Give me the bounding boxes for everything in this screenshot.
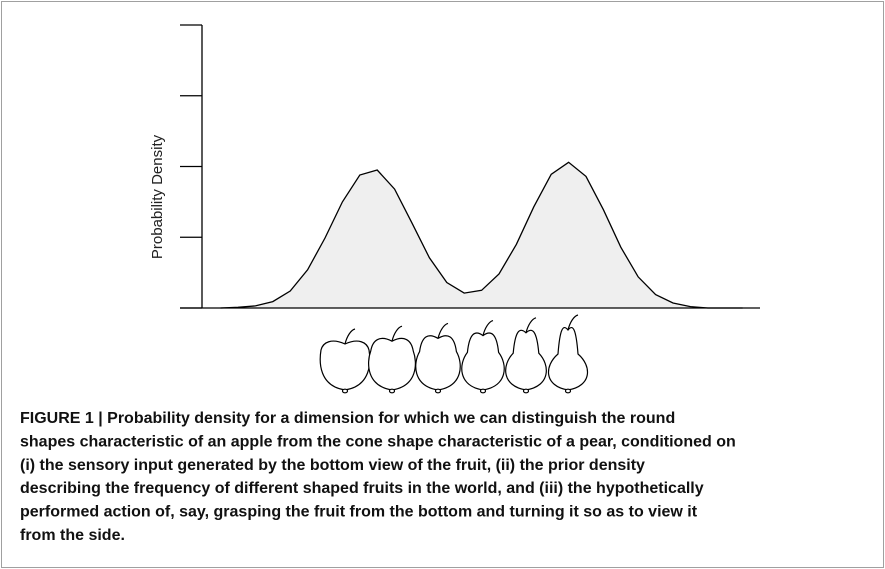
fruit-base <box>436 389 441 393</box>
fruit-base <box>566 389 571 393</box>
caption-line: FIGURE 1 | Probability density for a dim… <box>20 410 675 427</box>
fruit-outline <box>416 336 461 390</box>
fruit-base <box>390 389 395 393</box>
caption-line: (i) the sensory input generated by the b… <box>20 457 645 474</box>
caption-line: describing the frequency of different sh… <box>20 480 704 497</box>
caption-line: performed action of, say, grasping the f… <box>20 504 698 521</box>
fruit-base <box>481 389 486 393</box>
fruit-base <box>524 389 529 393</box>
fruit-base <box>343 389 348 393</box>
caption-line: from the side. <box>20 527 125 544</box>
caption-line: shapes characteristic of an apple from t… <box>20 433 736 450</box>
figure: Probability Density FIGURE 1 | Probabili… <box>0 0 885 569</box>
fruit-outline <box>369 338 416 390</box>
y-axis-label: Probability Density <box>149 134 166 259</box>
